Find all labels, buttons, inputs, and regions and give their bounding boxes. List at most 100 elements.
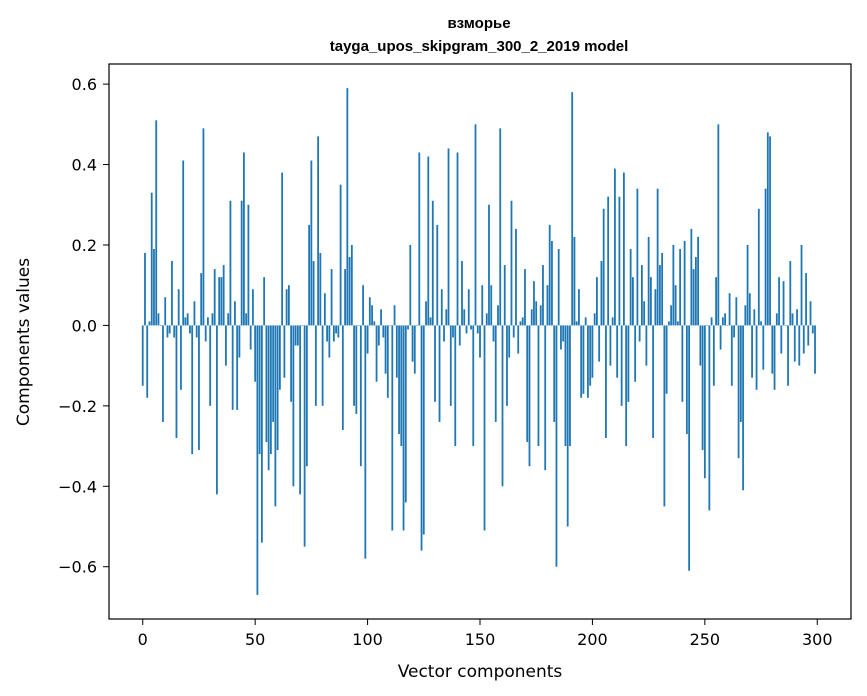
bar-64 [285,289,288,326]
bar-149 [476,325,479,334]
bar-66 [290,325,293,402]
bar-159 [499,128,502,326]
bar-89 [341,325,344,430]
bar-192 [573,236,576,326]
bar-232 [663,325,666,507]
bar-172 [528,325,531,467]
bar-24 [195,325,198,338]
bar-213 [620,325,623,406]
bar-202 [596,277,598,326]
bar-284 [780,325,783,354]
bar-249 [701,325,704,451]
bar-61 [278,325,281,390]
bar-41 [234,301,236,326]
bar-198 [587,325,589,398]
bar-259 [724,313,726,326]
y-tick-label: −0.4 [58,477,97,496]
bar-130 [434,325,436,402]
bar-255 [715,277,717,326]
bar-5 [153,249,155,326]
y-tick-label: 0.2 [72,236,97,255]
bar-53 [261,325,263,543]
bar-16 [177,289,180,326]
bar-123 [418,152,421,326]
bar-258 [721,317,724,326]
bar-97 [359,325,362,467]
bar-235 [670,305,673,326]
bar-292 [798,325,801,366]
bar-71 [301,325,304,326]
bar-270 [748,293,751,326]
bar-147 [472,325,475,447]
bar-94 [353,325,355,406]
bar-153 [485,313,488,326]
bar-106 [380,309,382,326]
bar-188 [564,325,567,447]
bar-220 [636,188,639,326]
bar-108 [384,325,387,374]
bar-282 [775,313,778,326]
bar-38 [227,313,230,326]
bar-223 [643,301,646,326]
bar-102 [371,305,373,326]
bar-86 [335,325,337,334]
bar-139 [454,325,457,447]
bar-45 [243,152,245,326]
bar-72 [303,325,306,547]
bar-30 [209,325,212,406]
bar-191 [571,92,574,326]
bar-154 [488,204,490,326]
bar-103 [373,321,376,326]
bar-237 [674,285,677,326]
bar-238 [676,321,679,326]
bar-168 [519,321,522,326]
x-tick-label: 250 [690,630,721,649]
bar-32 [213,269,216,326]
bar-157 [494,325,497,422]
bar-205 [602,208,605,326]
bar-83 [328,325,331,358]
bar-234 [667,321,670,326]
bar-143 [463,309,466,326]
bar-105 [377,325,380,346]
bar-137 [449,325,452,406]
bar-77 [314,325,317,406]
bar-4 [150,192,153,326]
bar-52 [258,325,261,455]
bar-281 [773,325,776,390]
bar-138 [452,325,454,338]
bar-23 [193,301,196,326]
bar-269 [746,244,749,326]
bar-160 [501,325,504,487]
bar-227 [652,325,655,439]
bar-273 [755,325,758,390]
bar-144 [465,325,468,334]
bar-291 [796,309,798,326]
bar-100 [366,325,369,354]
bar-62 [281,172,284,326]
bar-140 [456,152,459,326]
bar-193 [575,321,578,326]
bar-113 [395,325,398,378]
bar-9 [162,325,164,422]
bar-228 [654,289,657,326]
bar-142 [461,261,463,326]
bar-34 [218,277,221,326]
bar-165 [512,325,515,338]
bar-186 [560,325,562,350]
bar-296 [807,325,810,346]
x-axis-ticks: 0 50 100 150 200 250 300 [138,619,833,649]
bar-299 [814,325,816,374]
bar-33 [216,325,218,495]
bar-242 [685,325,688,434]
bar-217 [629,249,632,326]
bar-31 [211,313,214,326]
bar-211 [616,325,619,378]
x-tick-label: 300 [802,630,833,649]
bar-51 [256,325,259,595]
bar-88 [339,184,342,326]
bar-163 [508,325,511,358]
bar-116 [402,325,405,531]
bar-117 [404,325,407,503]
bar-114 [398,325,400,434]
